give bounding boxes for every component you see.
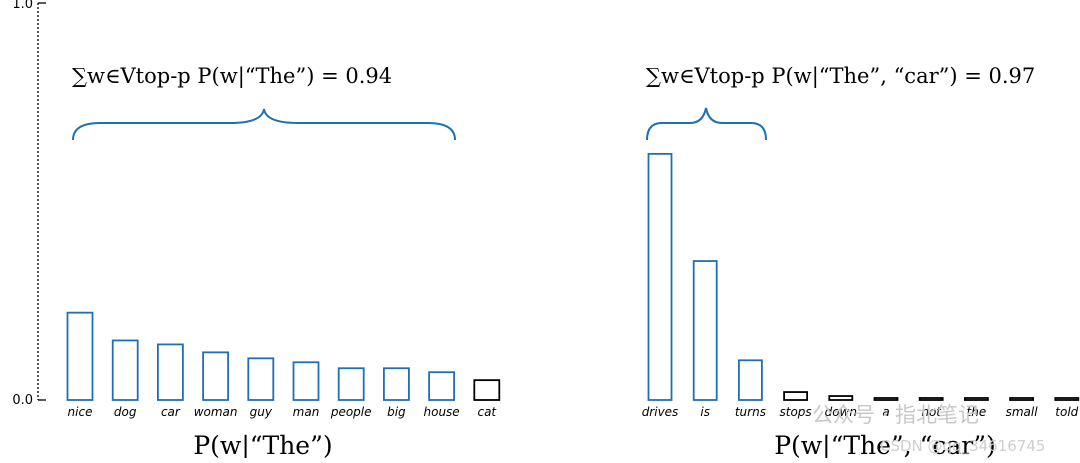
left-bar-dog bbox=[111, 339, 139, 401]
right-x-tick-label: stops bbox=[780, 405, 812, 419]
watermark: 公众号 · 指北笔记 CSDN @qq_34616745 bbox=[812, 403, 1045, 456]
left-x-tick-label: house bbox=[424, 405, 460, 419]
right-x-tick-label: not bbox=[921, 405, 942, 419]
left-x-tick-label: big bbox=[387, 405, 406, 419]
left-x-tick-label: people bbox=[330, 405, 372, 419]
right-bar-a bbox=[873, 397, 899, 401]
right-bar-down bbox=[828, 395, 854, 401]
left-bar-man bbox=[292, 361, 320, 401]
left-bar-big bbox=[382, 367, 410, 401]
right-top-p-sum: ∑w∈Vtop-p P(w|“The”, “car”) = 0.97 bbox=[646, 64, 1035, 89]
panel-left: ∑w∈Vtop-p P(w|“The”) = 0.94 nice dog car wo… bbox=[66, 64, 501, 461]
y-tick-bottom: 0.0 bbox=[12, 393, 33, 408]
left-x-tick-label: car bbox=[161, 405, 181, 419]
left-x-tick-label: man bbox=[293, 405, 320, 419]
left-x-tick-label: woman bbox=[194, 405, 238, 419]
left-bar-nice bbox=[66, 311, 94, 401]
right-x-tick-label: drives bbox=[642, 405, 679, 419]
right-bar-stops bbox=[783, 391, 808, 401]
right-bar-not bbox=[918, 397, 944, 401]
right-x-tick-label: is bbox=[700, 405, 710, 419]
right-x-tick-label: told bbox=[1055, 405, 1078, 419]
left-bar-car bbox=[156, 343, 184, 401]
panel-right: ∑w∈Vtop-p P(w|“The”, “car”) = 0.97 drive… bbox=[642, 64, 1080, 461]
right-bar-turns bbox=[738, 359, 763, 401]
right-bar-small bbox=[1009, 397, 1034, 401]
right-x-tick-label: turns bbox=[735, 405, 766, 419]
left-brace bbox=[72, 108, 456, 141]
left-bar-guy bbox=[247, 357, 275, 401]
right-bar-the bbox=[964, 397, 989, 401]
left-bar-cat bbox=[473, 379, 501, 401]
right-bar-told bbox=[1054, 397, 1080, 401]
left-x-axis-title: P(w|“The”) bbox=[193, 431, 332, 458]
left-x-tick-label: guy bbox=[250, 405, 273, 419]
right-brace bbox=[646, 107, 767, 141]
watermark-subtext: CSDN @qq_34616745 bbox=[880, 437, 1045, 456]
right-bar-is bbox=[692, 260, 718, 401]
y-axis: 1.0 0.0 bbox=[12, 0, 46, 408]
left-bar-people bbox=[337, 367, 365, 401]
left-bar-house bbox=[428, 371, 456, 401]
left-x-tick-label: dog bbox=[114, 405, 137, 419]
left-bar-woman bbox=[202, 351, 230, 401]
right-bar-drives bbox=[647, 152, 673, 401]
left-top-p-sum: ∑w∈Vtop-p P(w|“The”) = 0.94 bbox=[72, 64, 392, 89]
right-x-tick-label: a bbox=[882, 405, 889, 419]
right-x-tick-label: the bbox=[967, 405, 987, 419]
left-x-tick-label: nice bbox=[68, 405, 93, 419]
right-x-axis-title: P(w|“The”, “car”) bbox=[774, 431, 996, 458]
left-x-tick-label: cat bbox=[477, 405, 497, 419]
watermark-text: 公众号 · 指北笔记 bbox=[812, 403, 979, 427]
right-x-tick-label: down bbox=[825, 405, 857, 419]
right-x-tick-label: small bbox=[1006, 405, 1039, 419]
right-bars: drives is turns stops down a not the small told bbox=[642, 152, 1080, 419]
left-bars: nice dog car woman guy man people big house cat bbox=[66, 311, 501, 419]
y-tick-top: 1.0 bbox=[12, 0, 33, 12]
